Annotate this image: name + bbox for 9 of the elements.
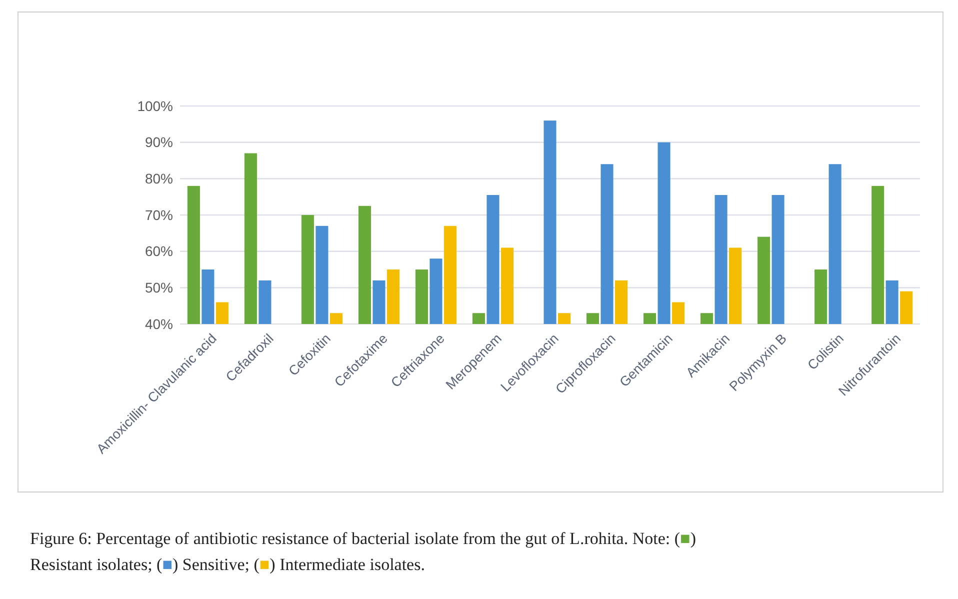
y-tick-label: 60% [144, 243, 173, 260]
y-tick-label: 50% [144, 280, 173, 296]
y-tick-label: 70% [144, 206, 173, 223]
text: Resistant isolates; (■) Sensitive; (■) Intermediate isolates. [30, 555, 425, 574]
y-tick-label: 40% [144, 316, 173, 332]
y-tick-label: 90% [144, 134, 173, 150]
y-tick-label: 80% [144, 170, 173, 187]
caption: Figure 6: Percentage of antibiotic resistance of bacterial isolate from the gut of L.rohita. Note: (■) [30, 529, 696, 548]
y-tick-label: 100% [137, 98, 173, 114]
